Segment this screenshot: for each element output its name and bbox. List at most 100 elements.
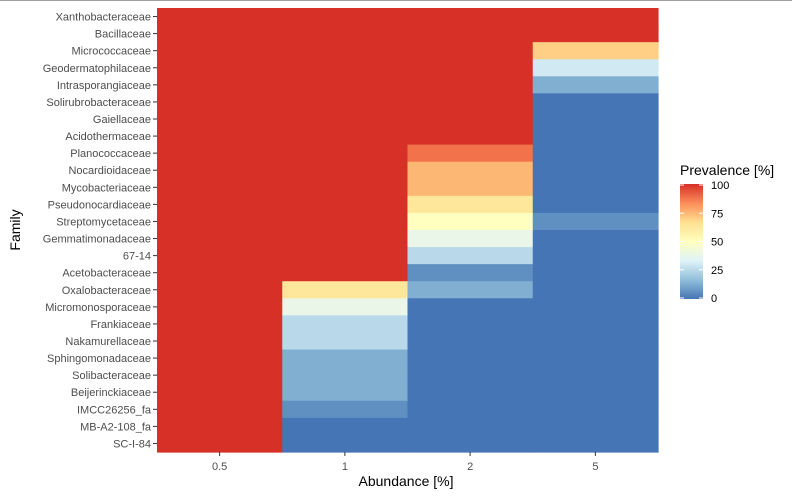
- heatmap-cell: [407, 400, 534, 419]
- heatmap-cell: [157, 247, 283, 265]
- heatmap-cell: [532, 383, 659, 402]
- heatmap-cell: [282, 93, 409, 112]
- y-tick-label: Sphingomonadaceae: [47, 353, 151, 365]
- heatmap-cell: [532, 366, 659, 385]
- x-axis-ticks: 0.5 1 2 5: [212, 452, 598, 473]
- heatmap-cell: [282, 315, 409, 334]
- heatmap-cell: [157, 383, 283, 402]
- heatmap-cell: [407, 349, 534, 368]
- heatmap-cell: [157, 178, 283, 197]
- legend-tick-label: 100: [711, 180, 729, 192]
- heatmap-cell: [532, 93, 659, 112]
- y-tick-label: Beijerinckiaceae: [71, 387, 151, 399]
- heatmap-cell: [282, 434, 409, 453]
- heatmap-cell: [532, 264, 659, 282]
- y-tick-label: Solibacteraceae: [72, 370, 151, 382]
- heatmap-cell: [282, 127, 409, 146]
- heatmap-cell: [157, 76, 283, 94]
- heatmap-cell: [282, 332, 409, 351]
- y-tick-label: Planococcaceae: [70, 148, 151, 160]
- y-tick-label: Nakamurellaceae: [65, 336, 151, 348]
- heatmap-cell: [157, 349, 283, 368]
- x-tick-label: 1: [342, 461, 348, 473]
- x-tick-label: 5: [592, 461, 598, 473]
- heatmap-cell: [157, 332, 283, 351]
- heatmap-cell: [282, 59, 409, 77]
- heatmap-cell: [532, 144, 659, 163]
- heatmap-cell: [282, 76, 409, 94]
- heatmap-cell: [407, 93, 534, 112]
- heatmap-cell: [282, 383, 409, 402]
- heatmap-cell: [532, 178, 659, 197]
- heatmap-cell: [282, 349, 409, 368]
- y-tick-label: MB-A2-108_fa: [80, 421, 152, 433]
- y-tick-label: Gaiellaceae: [93, 114, 151, 126]
- heatmap-cell: [532, 127, 659, 146]
- heatmap-cell: [532, 212, 659, 231]
- heatmap-cell: [407, 264, 534, 282]
- y-tick-label: Solirubrobacteraceae: [46, 97, 151, 109]
- heatmap-cell: [407, 144, 534, 163]
- y-tick-label: 67-14: [123, 251, 151, 263]
- heatmap-cell: [157, 230, 283, 248]
- heatmap-cell: [407, 315, 534, 334]
- heatmap-cell: [532, 8, 659, 26]
- heatmap-cell: [282, 161, 409, 180]
- heatmap-cell: [407, 230, 534, 248]
- heatmap-cells: [157, 8, 659, 453]
- y-tick-label: Acidothermaceae: [65, 131, 151, 143]
- heatmap-cell: [282, 212, 409, 231]
- y-tick-label: IMCC26256_fa: [77, 404, 152, 416]
- legend-tick-label: 50: [711, 237, 723, 249]
- heatmap-cell: [282, 400, 409, 419]
- heatmap-cell: [157, 110, 283, 129]
- heatmap-cell: [282, 25, 409, 43]
- heatmap-cell: [157, 298, 283, 316]
- y-tick-label: Oxalobacteraceae: [62, 285, 151, 297]
- legend-tick-label: 25: [711, 265, 723, 277]
- heatmap-cell: [407, 8, 534, 26]
- heatmap-cell: [282, 195, 409, 214]
- y-tick-label: Mycobacteriaceae: [62, 182, 151, 194]
- legend-tick-label: 75: [711, 208, 723, 220]
- x-axis-title: Abundance [%]: [359, 473, 454, 489]
- heatmap-cell: [532, 59, 659, 77]
- heatmap-cell: [532, 230, 659, 248]
- window-top-border: [0, 0, 792, 1]
- heatmap-cell: [157, 195, 283, 214]
- legend: Prevalence [%] 100 75 50 25 0: [680, 162, 774, 305]
- heatmap-cell: [157, 93, 283, 112]
- heatmap-cell: [407, 25, 534, 43]
- heatmap-cell: [532, 349, 659, 368]
- heatmap-cell: [407, 281, 534, 299]
- heatmap-cell: [282, 230, 409, 248]
- heatmap-cell: [157, 59, 283, 77]
- y-tick-label: Frankiaceae: [90, 319, 151, 331]
- heatmap-cell: [282, 8, 409, 26]
- heatmap-cell: [532, 315, 659, 334]
- heatmap-cell: [407, 195, 534, 214]
- heatmap-cell: [157, 400, 283, 419]
- heatmap-cell: [157, 281, 283, 299]
- heatmap-cell: [282, 281, 409, 299]
- heatmap-cell: [282, 110, 409, 129]
- heatmap-cell: [282, 247, 409, 265]
- heatmap-cell: [282, 144, 409, 163]
- heatmap-cell: [282, 178, 409, 197]
- heatmap-cell: [407, 161, 534, 180]
- heatmap-cell: [532, 42, 659, 60]
- heatmap-cell: [532, 332, 659, 351]
- heatmap-cell: [282, 298, 409, 316]
- y-tick-label: Bacillaceae: [95, 29, 151, 41]
- heatmap-cell: [407, 110, 534, 129]
- heatmap-cell: [532, 434, 659, 453]
- x-tick-label: 2: [467, 461, 473, 473]
- heatmap-cell: [407, 42, 534, 60]
- y-tick-label: Acetobacteraceae: [62, 268, 151, 280]
- heatmap-cell: [282, 417, 409, 436]
- heatmap-cell: [407, 178, 534, 197]
- heatmap-cell: [407, 76, 534, 94]
- heatmap-cell: [407, 127, 534, 146]
- y-tick-label: SC-I-84: [113, 438, 151, 450]
